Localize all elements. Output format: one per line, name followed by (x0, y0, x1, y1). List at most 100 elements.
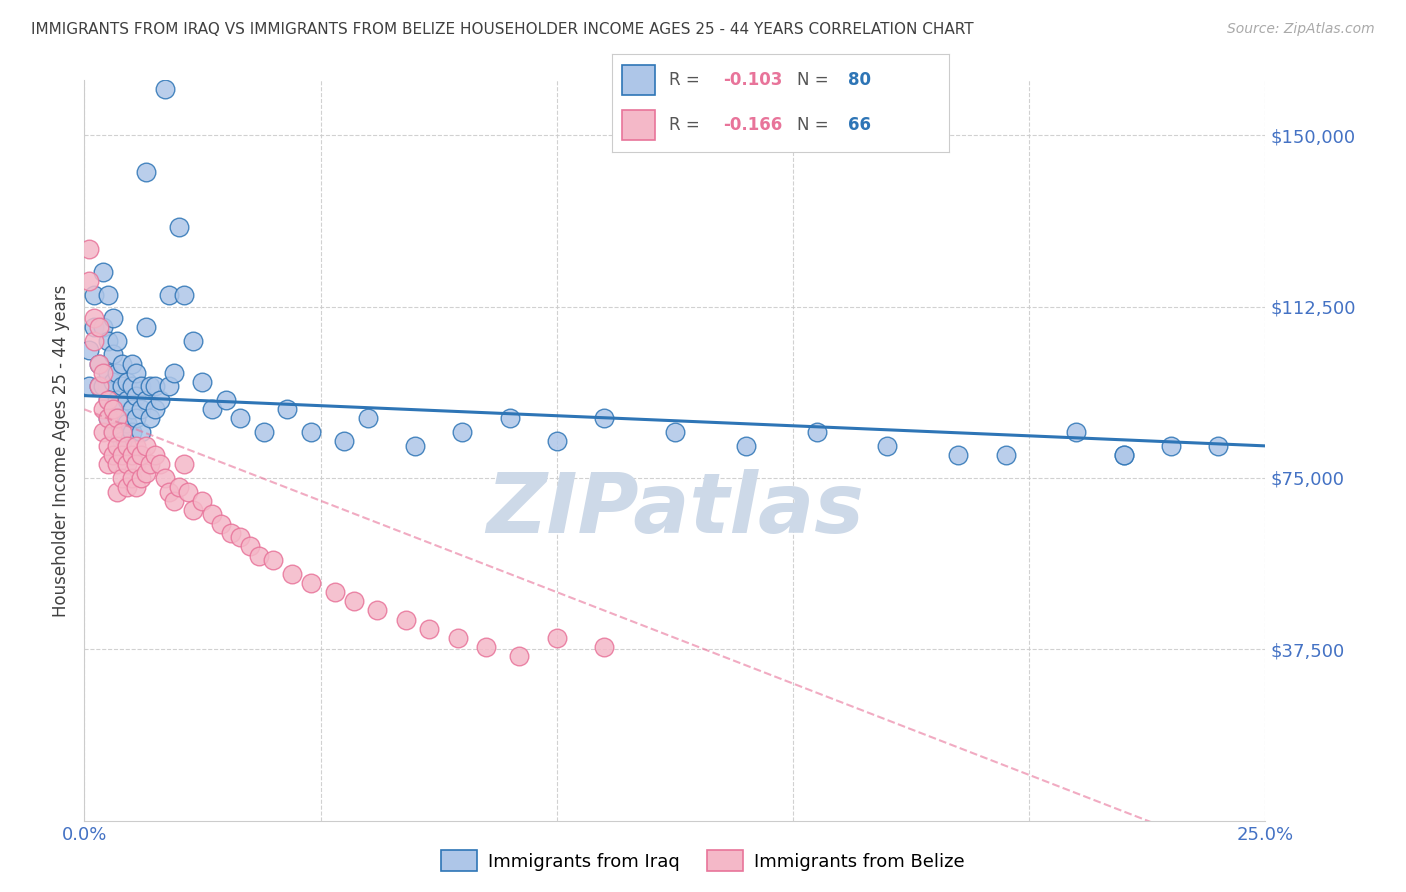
Point (157, 484, 180, 499)
Point (97, 366, 120, 380)
Point (253, 425, 276, 440)
Point (1160, 439, 1182, 453)
Point (77, 274, 100, 288)
Point (153, 82, 176, 96)
Point (994, 448, 1017, 462)
Point (191, 375, 214, 389)
Point (177, 484, 200, 499)
Text: ZIPatlas: ZIPatlas (486, 469, 863, 550)
Y-axis label: Householder Income Ages 25 - 44 years: Householder Income Ages 25 - 44 years (52, 285, 70, 616)
Point (167, 480, 190, 494)
Text: -0.166: -0.166 (723, 116, 782, 134)
Point (299, 576, 322, 591)
Point (446, 631, 468, 645)
Point (229, 530, 252, 544)
Point (201, 402, 224, 417)
Point (546, 434, 568, 449)
Point (101, 402, 124, 417)
Point (215, 393, 238, 408)
Point (418, 622, 440, 636)
Point (247, 549, 270, 563)
Point (498, 411, 520, 425)
Point (153, 471, 176, 485)
Point (129, 425, 152, 440)
Point (111, 448, 134, 462)
Text: Source: ZipAtlas.com: Source: ZipAtlas.com (1227, 22, 1375, 37)
Point (97, 288, 120, 302)
Point (97, 411, 120, 425)
Point (111, 425, 134, 440)
Point (475, 640, 498, 654)
Point (107, 484, 129, 499)
Point (125, 480, 148, 494)
Point (149, 393, 172, 408)
Point (129, 471, 152, 485)
Point (107, 411, 129, 425)
Point (83, 320, 105, 334)
Point (149, 457, 172, 471)
Point (111, 434, 134, 449)
Point (101, 347, 124, 361)
Point (115, 480, 138, 494)
Point (101, 448, 124, 462)
Point (77, 243, 100, 257)
Text: N =: N = (797, 71, 834, 89)
Point (229, 411, 252, 425)
Point (121, 402, 143, 417)
Point (357, 411, 380, 425)
Point (101, 425, 124, 440)
Text: -0.103: -0.103 (723, 71, 782, 89)
Point (77, 343, 100, 357)
Point (143, 448, 166, 462)
Point (1112, 448, 1135, 462)
Point (125, 411, 148, 425)
Point (115, 457, 138, 471)
Point (281, 566, 304, 581)
Point (125, 366, 148, 380)
Point (97, 439, 120, 453)
Point (173, 288, 195, 302)
Point (451, 425, 474, 440)
Point (262, 553, 284, 567)
Point (107, 334, 129, 348)
Point (157, 379, 180, 393)
Point (209, 516, 232, 531)
Point (121, 425, 143, 440)
Point (163, 366, 186, 380)
Point (323, 585, 346, 599)
Point (1066, 425, 1088, 440)
Point (107, 439, 129, 453)
Point (107, 457, 129, 471)
Point (91, 402, 114, 417)
Point (1112, 448, 1135, 462)
FancyBboxPatch shape (621, 111, 655, 140)
Point (115, 375, 138, 389)
Point (121, 379, 143, 393)
Point (139, 457, 162, 471)
Point (107, 411, 129, 425)
Point (91, 366, 114, 380)
Point (101, 425, 124, 440)
Text: 66: 66 (848, 116, 870, 134)
Point (111, 471, 134, 485)
Point (97, 411, 120, 425)
Point (121, 448, 143, 462)
Point (125, 389, 148, 403)
FancyBboxPatch shape (621, 65, 655, 95)
Point (343, 594, 366, 608)
Point (107, 366, 129, 380)
Point (91, 320, 114, 334)
Point (115, 393, 138, 408)
Point (87, 357, 110, 371)
Point (201, 508, 224, 522)
Point (135, 320, 157, 334)
Point (157, 288, 180, 302)
Point (173, 457, 195, 471)
Point (404, 439, 426, 453)
Point (115, 439, 138, 453)
Point (107, 393, 129, 408)
Point (83, 334, 105, 348)
Point (97, 334, 120, 348)
Point (83, 310, 105, 325)
Point (87, 357, 110, 371)
